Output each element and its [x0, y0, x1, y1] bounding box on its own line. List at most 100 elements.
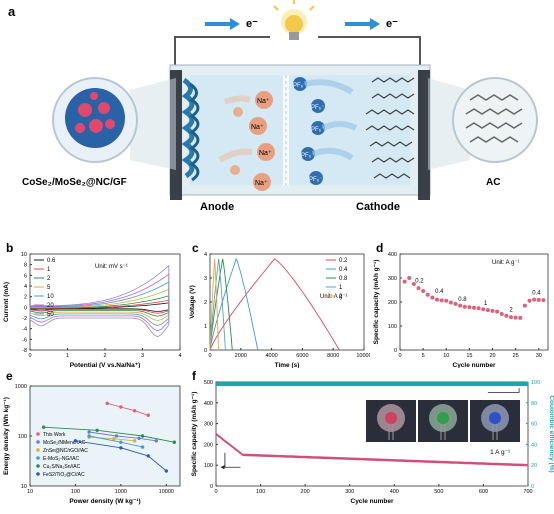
x-tick-label: 10000 [356, 353, 370, 359]
rate-point [462, 304, 467, 309]
gcd-chart: c Time (s)Voltage (V)0 2000 4000 6000 8000 10… [189, 241, 372, 369]
rate-point [513, 315, 518, 320]
rate-point [453, 301, 458, 306]
y-tick-label: 10 [21, 252, 27, 258]
rate-point [444, 298, 449, 303]
x-tick-label: 0 [214, 489, 217, 495]
rate-point [448, 300, 453, 305]
y-tick-label: 100 [204, 463, 213, 469]
cathode-sphere-image [452, 77, 538, 163]
legend-entry-0.2: 0.2 [339, 258, 348, 264]
rate-annotation: 2 [509, 308, 513, 314]
x-tick-label: 4000 [265, 353, 277, 359]
ragone-point [137, 436, 141, 440]
y-tick-label: 0 [210, 484, 213, 490]
rate-point [411, 282, 416, 286]
x-tick-label: 20 [489, 353, 495, 359]
y-tick-label: 1 [204, 324, 207, 330]
x-tick-label: 400 [390, 489, 399, 495]
legend-entry-5: 5 [47, 285, 51, 291]
ragone-point [112, 437, 116, 441]
y-tick-label: 100 [18, 434, 27, 440]
anode-material-label: CoSe₂/MoSe₂@NC/GF [22, 177, 127, 188]
y-tick-label: 4 [24, 284, 27, 290]
rate-point [509, 315, 513, 320]
y-tick-label: -4 [22, 327, 27, 333]
y2-tick-label: 80 [531, 401, 537, 407]
rate-annotation: 0.2 [415, 278, 424, 284]
gcd-series-1 [209, 258, 226, 351]
x-tick-label: 0 [28, 353, 31, 359]
panel-label-e: e [6, 369, 13, 383]
na-ion-label-3: Na⁺ [259, 150, 272, 157]
y-tick-label: 6 [24, 273, 27, 279]
unit-label: Unit: A g⁻¹ [492, 260, 520, 266]
electrolyte [190, 75, 410, 185]
y-tick-label: -8 [22, 348, 27, 354]
x-tick-label: 10 [27, 489, 33, 495]
wire-left [174, 36, 270, 75]
cathode-ac-material [365, 77, 415, 179]
y-axis-label: Specific capacity (mAh g⁻¹) [191, 392, 198, 477]
ragone-point [154, 439, 158, 443]
y-tick-label: 400 [388, 252, 397, 258]
y2-tick-label: 40 [531, 442, 537, 448]
ragone-point [119, 440, 123, 444]
plot-background [30, 386, 180, 486]
legend-marker [36, 440, 40, 444]
ragone-point [146, 413, 150, 417]
legend-entry: ZnSe@NC/rGO//AC [43, 448, 88, 454]
pf6-ion-group [293, 77, 358, 185]
anode-zoom-cone [130, 78, 176, 170]
y-tick-label: 300 [388, 276, 397, 282]
x-tick-label: 200 [301, 489, 310, 495]
y-tick-label: 0 [394, 348, 397, 354]
light-bulb-icon [273, 0, 315, 40]
y-tick-label: 2 [204, 300, 207, 306]
legend-marker [36, 464, 40, 468]
y2-axis-label: Coulombic efficiency (%) [548, 395, 554, 472]
y2-tick-label: 100 [531, 380, 540, 386]
cathode-material-label: AC [486, 177, 500, 188]
y-tick-label: -2 [22, 316, 27, 322]
rate-point [458, 303, 463, 308]
x-tick-label: 300 [345, 489, 354, 495]
x-axis-label: Power density (W kg⁻¹) [69, 498, 140, 505]
pf6-label-4: PF₆⁻ [301, 153, 314, 159]
panel-label-a: a [8, 4, 16, 19]
rate-point [541, 298, 546, 303]
rate-point [421, 288, 426, 293]
x-tick-label: 6000 [296, 353, 308, 359]
x-axis-label: Potential (V vs.Na/Na⁺) [70, 362, 141, 368]
rate-annotation: 0.4 [435, 289, 444, 295]
panel-b: b Potential (V vs.Na/Na⁺) Current (mA) 0 1 2… [0, 240, 186, 369]
capacity-axis-arrowhead [220, 465, 225, 470]
led-icon [385, 412, 397, 424]
legend-entry: E-MoS₂-NG//AC [43, 456, 80, 462]
rate-point [407, 276, 412, 280]
anode-label: Anode [200, 201, 234, 213]
y-tick-label: 500 [204, 380, 213, 386]
rate-point [495, 309, 500, 314]
led-icon [437, 412, 449, 424]
legend-entry-50: 50 [47, 312, 54, 318]
legend-entry-10: 10 [47, 294, 54, 300]
ce-axis-arrow [487, 388, 520, 393]
x-tick-label: 2 [103, 353, 106, 359]
gcd-series-2 [209, 258, 220, 351]
rate-point [430, 295, 435, 300]
pf6-label-1: PF₆⁻ [293, 83, 306, 89]
pf6-label-2: PF₆⁻ [311, 105, 324, 111]
legend-entry: MoSe₂/NMene//AC [43, 440, 86, 446]
y-axis-label: Specific capacity (mAh g⁻¹) [373, 260, 380, 345]
ragone-chart: e Power density (W kg⁻¹) Energy density (… [3, 369, 181, 505]
rate-point [439, 298, 444, 303]
cathode-collector [418, 70, 430, 200]
y-tick-label: 400 [204, 401, 213, 407]
rate-point [504, 313, 509, 318]
rate-point [536, 297, 541, 302]
ragone-point [132, 409, 137, 413]
panel-label-b: b [6, 241, 13, 255]
gcd-series-0.4 [209, 257, 259, 351]
x-tick-label: 1000 [115, 489, 127, 495]
